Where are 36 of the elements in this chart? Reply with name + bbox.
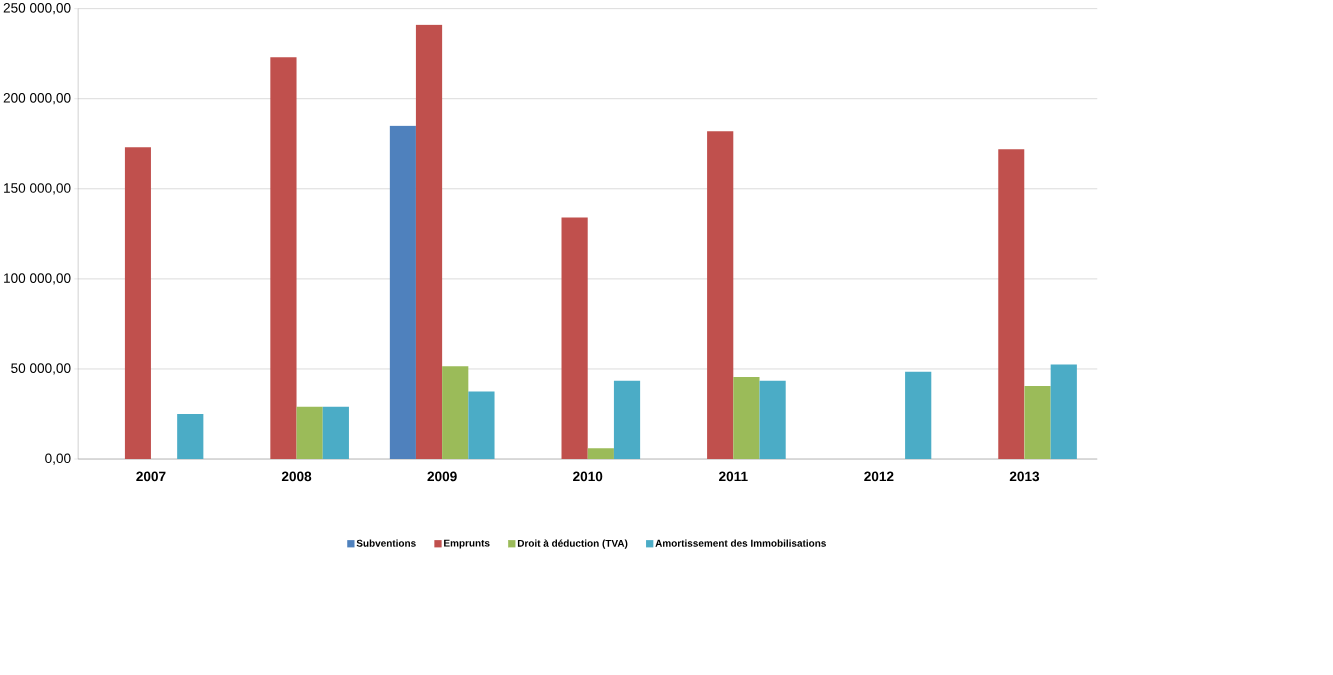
x-tick-label: 2011 [719,471,748,482]
bar [296,406,323,459]
y-tick-label: 100 000,00 [4,273,71,285]
bar [759,380,786,459]
x-tick-label: 2012 [864,471,894,482]
bar [442,366,469,459]
bar [389,125,416,459]
bar [733,376,760,459]
legend-label: Droit à déduction (TVA) [517,539,628,549]
bar [322,406,349,459]
bar [998,149,1025,459]
legend-label: Subventions [356,539,416,547]
x-tick-label: 2007 [136,471,166,482]
y-tick-label: 200 000,00 [3,92,71,105]
y-tick-label: 50 000,00 [11,363,71,375]
y-tick-label: 150 000,00 [4,183,71,195]
bar [415,24,443,459]
bar [177,413,204,459]
bar [905,371,932,459]
x-tick-label: 2009 [427,471,457,482]
y-tick-label: 250 000,00 [3,2,71,15]
bar [613,380,641,459]
legend-label: Amortissement des Immobilisations [655,539,826,547]
x-tick-label: 2013 [1009,471,1040,482]
bar [1024,385,1051,459]
x-tick-label: 2008 [281,471,312,482]
bar [587,448,614,459]
bar [1050,364,1077,459]
bar [707,131,734,459]
bar [270,57,297,459]
bar [561,217,588,459]
x-tick-label: 2010 [573,471,603,482]
y-tick-label: 0,00 [45,453,71,465]
legend-label: Emprunts [444,539,490,549]
bar [468,391,495,459]
bar [124,147,151,459]
